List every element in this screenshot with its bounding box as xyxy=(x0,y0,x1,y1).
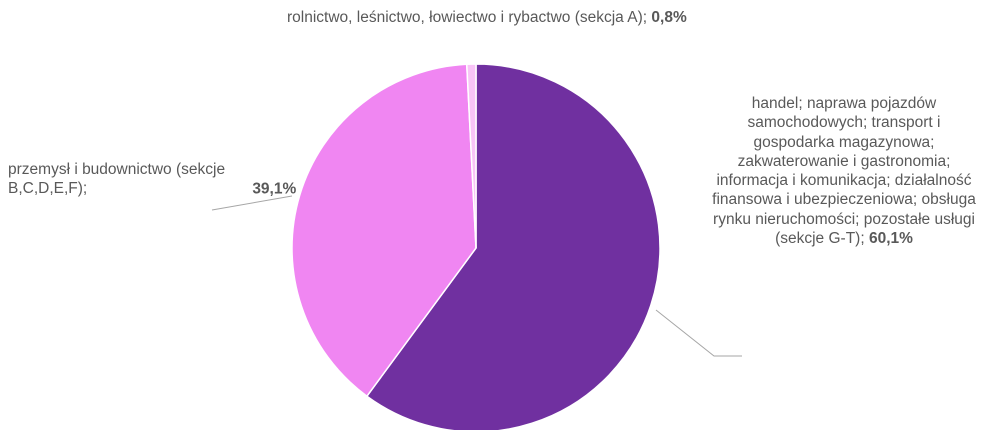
data-label-sekcje-b-f: przemysł i budownictwo (sekcje B,C,D,E,F… xyxy=(8,160,296,199)
slice-label-text: handel; naprawa pojazdów samochodowych; … xyxy=(712,95,976,248)
slice-value-text: 39,1% xyxy=(252,180,297,198)
leader-line-sekcje-g-t xyxy=(655,309,742,357)
slice-label-text: rolnictwo, leśnictwo, łowiectwo i rybact… xyxy=(287,9,648,26)
pie-slice-0 xyxy=(365,63,661,430)
pie-slice-2 xyxy=(465,63,477,249)
slice-value-text: 0,8% xyxy=(651,9,687,26)
slice-value-text: 60,1% xyxy=(868,230,913,248)
data-label-sekcje-g-t: handel; naprawa pojazdów samochodowych; … xyxy=(706,94,982,248)
slice-label-text: przemysł i budownictwo (sekcje B,C,D,E,F… xyxy=(8,161,226,198)
pie-slice-1 xyxy=(291,63,477,398)
data-label-sekcja-a: rolnictwo, leśnictwo, łowiectwo i rybact… xyxy=(287,8,687,27)
leader-line-sekcje-b-f xyxy=(211,195,293,211)
